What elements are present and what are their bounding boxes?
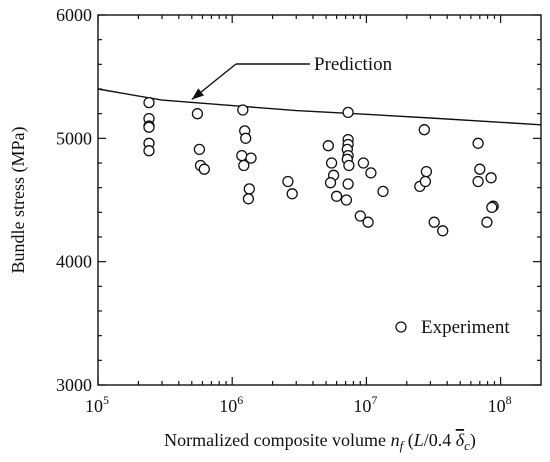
experiment-point [362,216,374,228]
plot-frame [97,14,542,386]
experiment-point [472,175,484,188]
experiment-point [325,157,338,169]
x-axis-title-n: n [391,430,400,450]
experiment-point [354,210,366,222]
experiment-point [143,145,155,157]
experiment-point [342,178,354,190]
experiment-point [437,225,449,237]
experiment-point [365,167,377,179]
legend: Experiment [395,317,510,338]
experiment-point [420,165,433,178]
x-axis-title-mid: /0.4 [424,430,456,450]
annotation: Prediction [191,54,393,101]
experiment-point [245,152,257,164]
x-tick-label: 105 [85,393,109,416]
x-tick-label: 106 [219,393,243,416]
legend-marker [395,321,407,333]
experiment-point [143,121,155,133]
annotation-arrowhead [191,88,204,100]
experiment-point [237,104,249,116]
x-axis-title-prefix: Normalized composite volume [164,430,390,450]
y-tick-label: 3000 [56,375,92,395]
x-tick-label: 108 [488,393,512,416]
experiment-point [428,216,440,228]
experiment-point [472,137,484,149]
experiment-point [485,172,497,184]
x-tick-label: 107 [353,393,377,416]
y-tick-label: 6000 [56,5,92,25]
prediction-line [97,88,542,126]
experiment-point [324,177,337,189]
experiment-point [242,193,255,205]
experiment-point [322,140,334,152]
experiment-point [357,157,370,169]
experiment-point [143,96,155,109]
plot-area-border [97,14,542,386]
annotation-label: Prediction [314,54,393,75]
experiment-point [418,124,430,136]
x-axis-title: Normalized composite volume nf (L/0.4 δc… [164,430,476,453]
experiment-point [377,185,389,198]
experiment-point [238,159,250,172]
experiment-point [282,175,294,188]
x-axis-title-delta: δ [456,430,465,450]
experiment-point [342,106,354,119]
experiment-point [198,163,210,175]
experiment-point [340,194,353,206]
legend-label: Experiment [421,317,510,338]
prediction-layer [97,88,542,126]
experiment-point [419,175,432,188]
experiment-point [343,159,355,172]
x-axis-title-paren-open: ( [403,430,414,451]
y-tick-label: 4000 [56,252,92,272]
experiment-point [191,108,204,120]
experiment-point [243,183,255,195]
x-axis-title-delta-sub: c [464,438,470,453]
experiment-point [486,201,498,214]
experiment-point [240,132,252,144]
experiment-point [236,149,248,162]
experiment-point [286,188,298,200]
experiment-point [330,190,343,202]
experiment-point [481,216,493,228]
experiment-markers [143,96,499,237]
x-axis-title-L: L [413,430,424,450]
x-axis-title-paren-close: ) [470,430,476,451]
x-axis-title-n-sub: f [400,438,406,453]
experiment-point [193,143,206,156]
experiment-point [474,163,486,175]
y-tick-label: 5000 [56,128,92,148]
axis-ticks: 3000 4000 5000 6000 105 106 107 108 [56,5,541,416]
y-axis-title: Bundle stress (MPa) [8,127,29,274]
